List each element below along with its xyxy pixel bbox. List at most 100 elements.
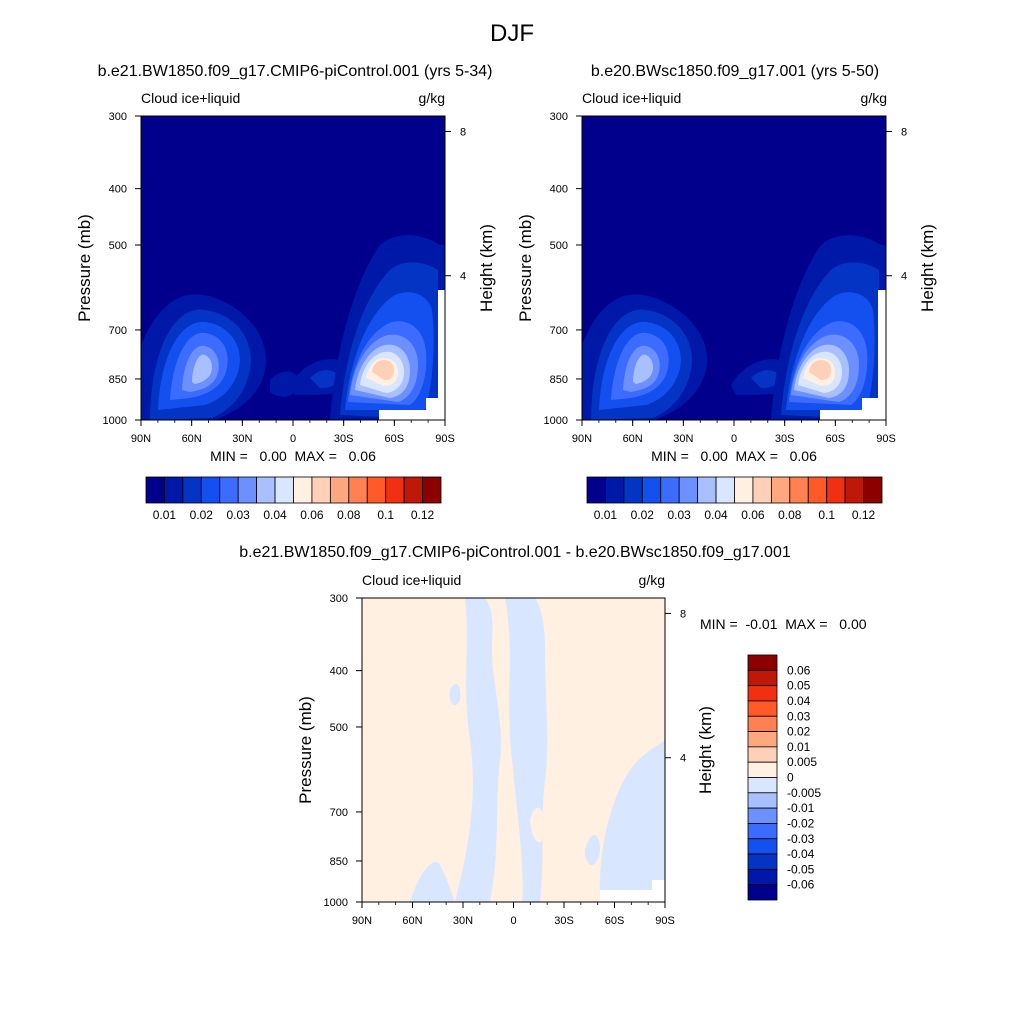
- page-title: DJF: [490, 20, 534, 47]
- panel1: Cloud ice+liquid g/kg: [140, 90, 446, 421]
- panel3-y2-axis-label: Height (km): [696, 706, 715, 794]
- colorbar-panel1-swatch: [219, 476, 239, 504]
- panel2-y2-tick-label: 4: [901, 271, 907, 283]
- panel2-x-tick-label: 30S: [775, 433, 795, 445]
- colorbar-panel2-swatch: [678, 476, 699, 504]
- colorbar-panel2-label: 0.08: [778, 508, 802, 522]
- panel1-y-axis-label: Pressure (mb): [75, 214, 94, 322]
- colorbar-panel1-swatch: [403, 476, 423, 504]
- colorbar-panel3-label: -0.03: [787, 832, 815, 846]
- colorbar-panel2-swatch: [586, 476, 606, 504]
- colorbar-panel3-label: -0.05: [787, 862, 815, 876]
- panel1-title: b.e21.BW1850.f09_g17.CMIP6-piControl.001…: [97, 63, 493, 80]
- colorbar-panel1: 0.01 0.02 0.03 0.04 0.06 0.08 0.1 0.12: [145, 476, 442, 522]
- colorbar-panel3-swatch: [747, 731, 778, 748]
- panel3-y-axis-label: Pressure (mb): [296, 696, 315, 804]
- colorbar-panel3-swatch: [747, 654, 778, 671]
- colorbar-panel1-swatch: [293, 476, 313, 504]
- panel3-y-tick-label: 850: [330, 856, 348, 868]
- panel1-minmax: MIN = 0.00 MAX = 0.06: [210, 448, 376, 464]
- panel3-axes: 90N 60N 30N 0 30S 60S 90S 300 400 500 700 850 1000 8 4…: [296, 593, 715, 927]
- panel3-right-label: g/kg: [639, 572, 665, 588]
- colorbar-panel1-label: 0.08: [337, 508, 361, 522]
- panel2-x-tick-label: 60N: [623, 433, 643, 445]
- panel1-x-tick-label: 60S: [385, 433, 405, 445]
- panel2-y-tick-label: 1000: [544, 415, 568, 427]
- colorbar-panel2-swatch: [844, 476, 864, 504]
- colorbar-panel2-swatch: [770, 476, 791, 504]
- panel3-minmax: MIN = -0.01 MAX = 0.00: [700, 616, 867, 632]
- colorbar-panel3-label: 0.01: [787, 740, 811, 754]
- colorbar-panel2-label: 0.1: [818, 508, 835, 522]
- axes-layer: 90N 60N 30N 0 30S 60S 90S300400500700850100084…: [75, 111, 937, 927]
- panel3-x-tick-label: 0: [510, 915, 516, 927]
- colorbar-panel2-swatch: [605, 476, 625, 504]
- panel1-y-tick-label: 700: [109, 325, 127, 337]
- colorbar-panel1-swatch: [256, 476, 276, 504]
- colorbar-panel3-swatch: [747, 777, 778, 794]
- panel2-y-tick-label: 500: [550, 240, 568, 252]
- panel2-nh-blob: [582, 294, 708, 420]
- colorbar-panel3-swatch: [747, 715, 778, 732]
- colorbar-panel2-swatch: [715, 476, 735, 504]
- panel3-x-tick-label: 90S: [655, 915, 675, 927]
- panel2-y-tick-label: 400: [550, 184, 568, 196]
- colorbar-panel2-swatch: [734, 476, 754, 504]
- panel2-y-axis-label: Pressure (mb): [516, 214, 535, 322]
- panel3-y2-tick-label: 8: [680, 608, 686, 620]
- colorbar-panel3-label: -0.01: [787, 801, 815, 815]
- panel1-x-tick-label: 90S: [435, 433, 455, 445]
- colorbar-panel3-label: 0.005: [787, 755, 817, 769]
- colorbar-panel1-swatch: [145, 476, 165, 504]
- panel2-y2-tick-label: 8: [901, 126, 907, 138]
- panel1-y-tick-label: 400: [109, 184, 127, 196]
- panel3-x-tick-label: 30S: [554, 915, 574, 927]
- panel1-x-tick-label: 30S: [334, 433, 354, 445]
- panel2-right-label: g/kg: [861, 90, 887, 106]
- colorbar-panel3-label: 0.05: [787, 679, 811, 693]
- colorbar-panel2-swatch: [826, 476, 846, 504]
- panel1-y2-axis-label: Height (km): [477, 224, 496, 312]
- panel2-plot-area: [582, 116, 886, 420]
- panel1-x-tick-label: 60N: [182, 433, 202, 445]
- colorbar-panel1-swatch: [329, 476, 350, 504]
- colorbar-panel2-swatch: [697, 476, 717, 504]
- panel1-plot-area: [141, 116, 445, 420]
- panel2-x-tick-label: 60S: [826, 433, 846, 445]
- colorbar-panel3-swatch: [747, 685, 778, 702]
- colorbar-panel3-swatch: [747, 853, 778, 870]
- colorbar-panel3: 0.060.050.040.030.020.010.0050-0.005-0.0…: [747, 654, 821, 901]
- colorbar-panel1-label: 0.04: [263, 508, 287, 522]
- colorbar-panel2-swatch: [752, 476, 772, 504]
- panel2-x-tick-label: 90S: [876, 433, 896, 445]
- panel2-y-tick-label: 850: [550, 374, 568, 386]
- colorbar-panel1-label: 0.12: [411, 508, 435, 522]
- panel1-y-tick-label: 1000: [103, 415, 127, 427]
- panel1-y-tick-label: 300: [109, 111, 127, 123]
- panel3-y-tick-label: 300: [330, 593, 348, 605]
- colorbar-panel3-swatch: [747, 884, 778, 901]
- colorbar-panel1-label: 0.02: [190, 508, 214, 522]
- panel2-x-tick-label: 30N: [673, 433, 693, 445]
- panel3-y-tick-label: 1000: [324, 897, 348, 909]
- colorbar-panel2-swatch: [641, 476, 662, 504]
- colorbar-panel3-label: 0.06: [787, 663, 811, 677]
- colorbar-panel2-label: 0.12: [852, 508, 876, 522]
- colorbar-panel1-label: 0.06: [300, 508, 324, 522]
- colorbar-panel2-swatch: [789, 476, 809, 504]
- colorbar-panel1-label: 0.03: [227, 508, 251, 522]
- panel1-left-label: Cloud ice+liquid: [141, 90, 240, 106]
- panel3-left-label: Cloud ice+liquid: [362, 572, 461, 588]
- colorbar-panel3-swatch: [747, 761, 778, 778]
- panel1-y2-tick-label: 4: [460, 271, 466, 283]
- colorbar-panel2-swatch: [660, 476, 680, 504]
- colorbar-panel1-swatch: [237, 476, 258, 504]
- colorbar-panel3-label: -0.04: [787, 847, 815, 861]
- colorbar-panel1-swatch: [348, 476, 368, 504]
- panel2-title: b.e20.BWsc1850.f09_g17.001 (yrs 5-50): [590, 63, 880, 80]
- colorbar-panel1-swatch: [164, 476, 184, 504]
- panel2-minmax: MIN = 0.00 MAX = 0.06: [651, 448, 817, 464]
- colorbar-panel3-label: 0: [787, 771, 794, 785]
- colorbar-panel3-label: 0.02: [787, 725, 811, 739]
- colorbar-panel3-swatch: [747, 700, 778, 717]
